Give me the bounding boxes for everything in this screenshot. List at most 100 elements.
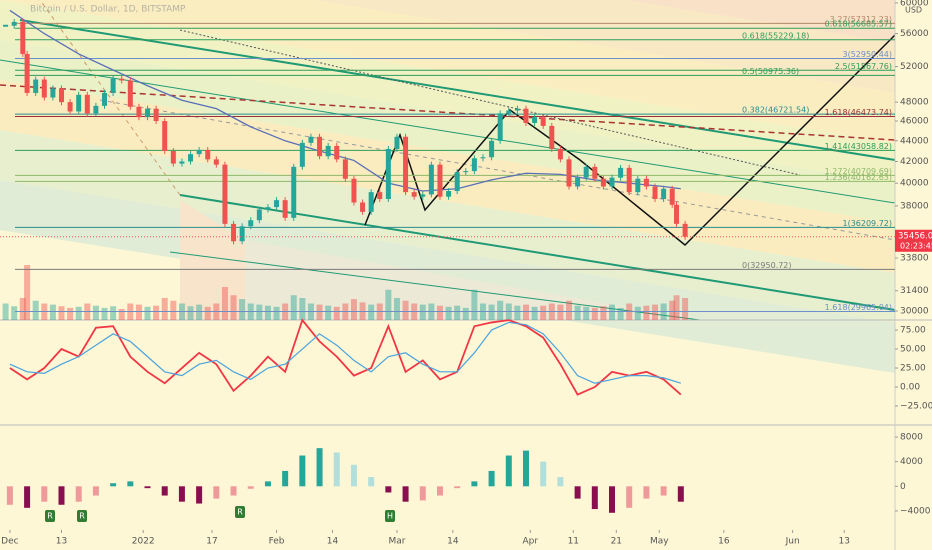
candle xyxy=(635,178,641,193)
candle xyxy=(394,136,400,149)
candle xyxy=(626,167,632,193)
y-tick-label: 33800 xyxy=(900,254,929,264)
candle xyxy=(342,159,348,179)
x-tick-label: Mar xyxy=(388,537,405,547)
volume-bar xyxy=(574,305,581,320)
candle xyxy=(497,113,503,141)
volume-bar xyxy=(540,305,547,320)
volume-bar xyxy=(591,307,598,320)
pitchfork-line xyxy=(0,59,896,204)
candle xyxy=(428,164,434,195)
volume-bar xyxy=(144,306,151,320)
candle xyxy=(308,136,314,143)
volume-bar xyxy=(445,306,452,320)
candle xyxy=(514,108,520,111)
candle xyxy=(506,110,512,114)
histogram-bar xyxy=(161,486,168,496)
fib-label: 1.618(46473.74) xyxy=(825,108,892,117)
y-tick-label: −25.00 xyxy=(900,402,932,412)
volume-bar xyxy=(49,304,56,320)
y-tick-label: 30000 xyxy=(900,307,929,317)
y-tick-label: 56000 xyxy=(900,29,929,39)
candle xyxy=(3,24,9,27)
candle xyxy=(222,164,228,224)
histogram-bar xyxy=(144,486,151,489)
y-tick-label: 25.00 xyxy=(900,364,926,374)
histogram-bar xyxy=(75,486,82,502)
candle xyxy=(403,136,409,193)
y-tick-label: 4000 xyxy=(900,457,923,467)
volume-bar xyxy=(299,298,306,320)
x-tick-label: 2022 xyxy=(132,537,155,547)
x-tick-label: Feb xyxy=(269,537,285,547)
histogram-bar xyxy=(660,486,667,496)
x-tick-label: 11 xyxy=(568,537,579,547)
candle xyxy=(248,220,254,227)
x-tick-label: 14 xyxy=(447,537,459,547)
volume-bar xyxy=(221,287,228,320)
histogram-bar xyxy=(402,486,409,502)
candle xyxy=(523,108,529,123)
fib-label: 0.382(46721.54) xyxy=(742,106,809,115)
histogram-bar xyxy=(41,486,48,502)
volume-bar xyxy=(436,305,443,320)
histogram-bar xyxy=(574,486,581,499)
candle xyxy=(24,53,30,93)
candle xyxy=(76,94,82,112)
histogram-bar xyxy=(92,486,99,496)
x-tick-label: Jun xyxy=(785,537,800,547)
volume-bar xyxy=(75,306,82,320)
fib-label: 1.618(29965.04) xyxy=(825,303,892,312)
y-tick-label: −4000 xyxy=(900,506,931,516)
candle xyxy=(274,200,280,208)
y-tick-label: 52000 xyxy=(900,62,929,72)
candle xyxy=(239,226,245,242)
marker: R xyxy=(47,512,53,521)
histogram-bar xyxy=(247,486,254,489)
volume-bar xyxy=(643,305,650,320)
dashed-line xyxy=(99,99,896,241)
candle xyxy=(618,167,624,178)
candle xyxy=(351,178,357,203)
histogram-bar xyxy=(6,486,13,505)
volume-bar xyxy=(557,304,564,320)
candle xyxy=(682,223,688,237)
y-tick-label: 42000 xyxy=(900,157,929,167)
histogram-bar xyxy=(436,486,443,496)
volume-bar xyxy=(609,304,616,320)
y-tick-label: 40000 xyxy=(900,179,929,189)
band xyxy=(0,0,895,143)
candle xyxy=(145,108,151,118)
candle xyxy=(196,149,202,155)
candle xyxy=(411,192,417,197)
candle xyxy=(489,140,495,158)
y-tick-label: 38000 xyxy=(900,201,929,211)
fib-label: 1.272(40709.69) xyxy=(825,167,892,176)
fib-label: 3(52950.44) xyxy=(842,50,892,59)
volume-bar xyxy=(187,306,194,320)
volume-bar xyxy=(67,307,74,320)
candle xyxy=(136,106,142,118)
marker: R xyxy=(237,508,243,517)
volume-bar xyxy=(634,306,641,320)
histogram-bar xyxy=(333,452,340,487)
candle xyxy=(170,151,176,164)
x-tick-label: 13 xyxy=(839,537,850,547)
volume-bar xyxy=(290,295,297,320)
histogram-bar xyxy=(58,486,65,505)
candle xyxy=(661,188,667,199)
candle xyxy=(41,79,47,98)
candle xyxy=(265,207,271,210)
volume-bar xyxy=(325,305,332,320)
chart-title: Bitcoin / U.S. Dollar, 1D, BITSTAMP xyxy=(30,5,186,15)
candle xyxy=(652,186,658,199)
candle xyxy=(282,200,288,218)
pitchfork-line xyxy=(179,194,896,311)
candle xyxy=(674,204,680,224)
candle xyxy=(162,121,168,152)
histogram-bar xyxy=(368,477,375,487)
band xyxy=(0,80,895,273)
volume-bar xyxy=(393,298,400,320)
histogram-bar xyxy=(213,486,220,499)
